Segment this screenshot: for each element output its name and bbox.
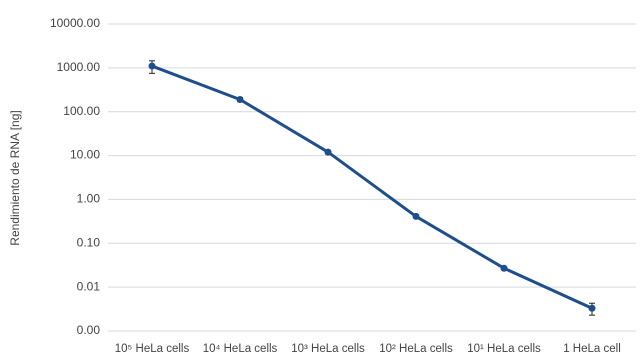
y-tick-label: 1000.00 (57, 60, 101, 74)
x-tick-label: 10¹ HeLa cells (467, 343, 541, 355)
x-tick-label: 10⁵ HeLa cells (115, 343, 190, 355)
data-point (324, 148, 332, 156)
series-line (151, 64, 593, 310)
y-tick-label: 0.00 (77, 323, 101, 337)
y-tick-label: 10.00 (70, 148, 100, 162)
data-point (500, 264, 508, 272)
data-point (148, 62, 156, 70)
y-tick-label: 1.00 (77, 192, 101, 206)
y-tick-label: 10000.00 (50, 16, 100, 30)
x-tick-label: 10⁴ HeLa cells (203, 343, 278, 355)
x-tick-label: 10³ HeLa cells (291, 343, 365, 355)
y-tick-label: 0.10 (77, 235, 101, 249)
data-point (588, 304, 596, 312)
y-axis-label: Rendimiento de RNA [ng] (8, 110, 22, 245)
data-point (412, 212, 420, 220)
y-tick-label: 0.01 (77, 279, 101, 293)
y-tick-label: 100.00 (63, 104, 100, 118)
x-tick-label: 10² HeLa cells (379, 343, 453, 355)
x-tick-label: 1 HeLa cell (563, 343, 621, 355)
data-point (236, 95, 244, 103)
